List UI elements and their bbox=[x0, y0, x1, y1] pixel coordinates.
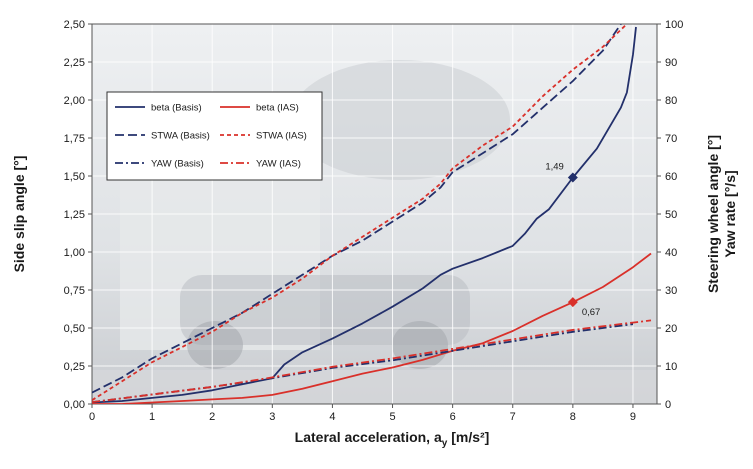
x-axis-title-main: Lateral acceleration, a bbox=[295, 429, 442, 445]
y2-tick-label-1: 10 bbox=[665, 361, 677, 373]
legend: beta (Basis) beta (IAS) STWA (Basis) STWA (… bbox=[106, 91, 323, 181]
y2-tick-label-4: 40 bbox=[665, 247, 677, 259]
y2-tick-label-3: 30 bbox=[665, 285, 677, 297]
markers-group: 1,49 0,67 bbox=[545, 162, 600, 319]
legend-label-yaw-ias: YAW (IAS) bbox=[256, 159, 301, 170]
x-axis-title: Lateral acceleration, ay [m/s²] bbox=[295, 429, 490, 449]
y2-tick-label-5: 50 bbox=[665, 209, 677, 221]
x-tick-label-1: 1 bbox=[149, 411, 155, 423]
x-tick-label-8: 8 bbox=[570, 411, 576, 423]
x-tick-label-3: 3 bbox=[269, 411, 275, 423]
legend-label-beta-ias: beta (IAS) bbox=[256, 103, 299, 114]
y-tick-label-8: 2,00 bbox=[64, 95, 85, 107]
y-tick-label-10: 2,50 bbox=[64, 19, 85, 31]
x-tick-label-5: 5 bbox=[389, 411, 395, 423]
y2-tick-label-2: 20 bbox=[665, 323, 677, 335]
x-axis-title-unit: [m/s²] bbox=[447, 429, 489, 445]
marker-0 bbox=[567, 172, 578, 183]
series-line-stwa-ias bbox=[92, 24, 628, 401]
marker-1 bbox=[567, 297, 578, 308]
y-tick-label-9: 2,25 bbox=[64, 57, 85, 69]
y2-tick-label-0: 0 bbox=[665, 399, 671, 411]
marker-label-1: 0,67 bbox=[582, 307, 601, 318]
tick-labels: 0 1 2 3 4 5 6 7 8 9 0,00 0,25 0,50 0,75 1,00 1,25 1,50 1,… bbox=[64, 19, 684, 423]
y-tick-label-3: 0,75 bbox=[64, 285, 85, 297]
legend-label-beta-basis: beta (Basis) bbox=[151, 103, 202, 114]
series-line-yaw-ias bbox=[92, 319, 652, 403]
x-tick-label-4: 4 bbox=[329, 411, 335, 423]
series-line-beta-ias bbox=[92, 252, 652, 404]
y2-tick-label-9: 90 bbox=[665, 57, 677, 69]
x-tick-label-7: 7 bbox=[510, 411, 516, 423]
y2-tick-label-8: 80 bbox=[665, 95, 677, 107]
x-tick-label-0: 0 bbox=[89, 411, 95, 423]
y2-axis-title-line1: Steering wheel angle [°] bbox=[705, 135, 721, 293]
y2-tick-label-10: 100 bbox=[665, 19, 683, 31]
y-tick-label-7: 1,75 bbox=[64, 133, 85, 145]
series-line-yaw-basis bbox=[92, 323, 634, 403]
x-tick-label-9: 9 bbox=[630, 411, 636, 423]
y2-tick-label-7: 70 bbox=[665, 133, 677, 145]
series-line-beta-basis bbox=[92, 26, 637, 404]
x-axis-title-sub: y bbox=[442, 438, 448, 449]
marker-label-0: 1,49 bbox=[545, 162, 564, 173]
y-tick-label-6: 1,50 bbox=[64, 171, 85, 183]
series-line-stwa-basis bbox=[92, 24, 622, 394]
legend-label-stwa-ias: STWA (IAS) bbox=[256, 131, 307, 142]
y-tick-label-1: 0,25 bbox=[64, 361, 85, 373]
series-group bbox=[92, 24, 652, 404]
y-tick-label-0: 0,00 bbox=[64, 399, 85, 411]
legend-label-stwa-basis: STWA (Basis) bbox=[151, 131, 210, 142]
y2-tick-label-6: 60 bbox=[665, 171, 677, 183]
y2-axis-title-line2: Yaw rate [°/s] bbox=[722, 170, 738, 257]
y-tick-label-4: 1,00 bbox=[64, 247, 85, 259]
y-axis-title: Side slip angle [°] bbox=[11, 156, 27, 273]
x-tick-label-6: 6 bbox=[450, 411, 456, 423]
legend-label-yaw-basis: YAW (Basis) bbox=[151, 159, 204, 170]
y-tick-label-5: 1,25 bbox=[64, 209, 85, 221]
x-tick-label-2: 2 bbox=[209, 411, 215, 423]
y-tick-label-2: 0,50 bbox=[64, 323, 85, 335]
